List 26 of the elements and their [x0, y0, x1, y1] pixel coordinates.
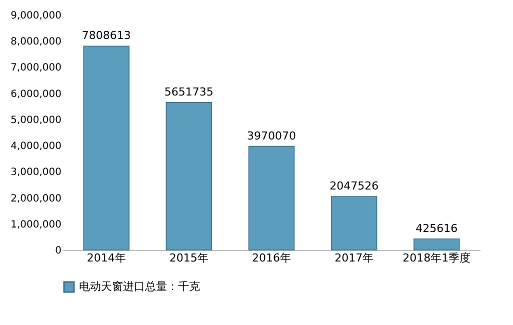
bar [83, 46, 130, 250]
y-tick-label: 5,000,000 [10, 114, 62, 126]
y-tick-label: 0 [55, 246, 62, 256]
data-label: 425616 [416, 222, 458, 235]
x-tick-label: 2014年 [86, 252, 126, 264]
x-tick-label: 2018年1季度 [402, 252, 471, 264]
y-tick-label: 9,000,000 [10, 10, 62, 22]
legend-label: 电动天窗进口总量：千克 [79, 280, 200, 293]
y-tick-label: 7,000,000 [10, 62, 62, 74]
data-label: 5651735 [164, 85, 214, 98]
data-label: 2047526 [330, 180, 379, 193]
y-tick-label: 8,000,000 [10, 36, 62, 48]
bar [414, 238, 460, 250]
y-tick-label: 3,000,000 [10, 167, 62, 178]
bar [248, 146, 295, 250]
bar [330, 196, 378, 250]
x-tick-label: 2015年 [169, 252, 208, 264]
bar [166, 102, 212, 250]
y-tick-label: 6,000,000 [10, 88, 62, 100]
x-tick-label: 2016年 [252, 252, 291, 264]
y-tick-label: 2,000,000 [10, 193, 62, 204]
y-tick-label: 4,000,000 [10, 141, 62, 152]
y-tick-label: 1,000,000 [10, 219, 62, 230]
data-label: 3970070 [247, 129, 296, 142]
x-tick-label: 2017年 [334, 252, 374, 264]
data-label: 7808613 [82, 29, 131, 42]
